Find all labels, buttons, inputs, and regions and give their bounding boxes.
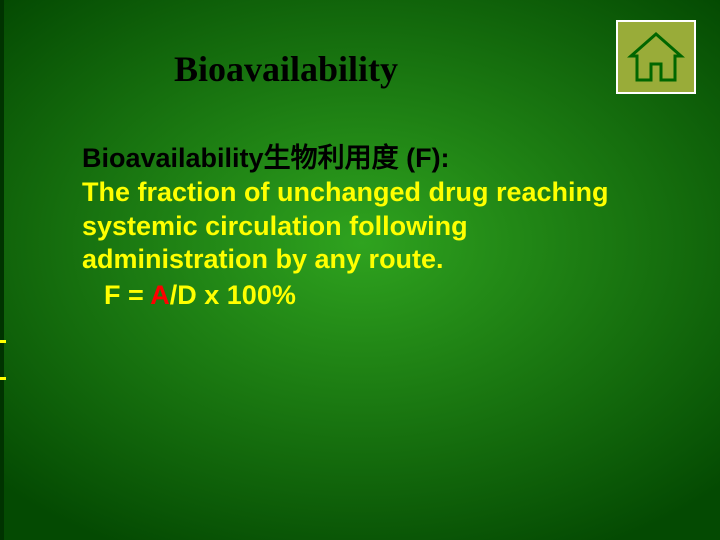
definition-text: The fraction of unchanged drug reaching … (82, 176, 660, 277)
slide: Bioavailability Bioavailability生物利用度 (F)… (0, 0, 720, 540)
subtitle-cn: 生物利用度 (264, 143, 399, 173)
formula-tail: /D x 100% (170, 280, 296, 310)
home-icon (627, 30, 685, 84)
subtitle-prefix: Bioavailability (82, 143, 264, 173)
subtitle-line: Bioavailability生物利用度 (F): (82, 142, 660, 176)
slide-title: Bioavailability (174, 48, 398, 90)
formula-lead: F = (104, 280, 150, 310)
slide-body: Bioavailability生物利用度 (F): The fraction o… (82, 142, 660, 313)
home-button[interactable] (616, 20, 696, 94)
left-edge-marks (0, 340, 6, 380)
formula-accent: A (150, 280, 170, 310)
subtitle-suffix: (F): (399, 143, 450, 173)
formula-line: F = A/D x 100% (82, 279, 660, 313)
